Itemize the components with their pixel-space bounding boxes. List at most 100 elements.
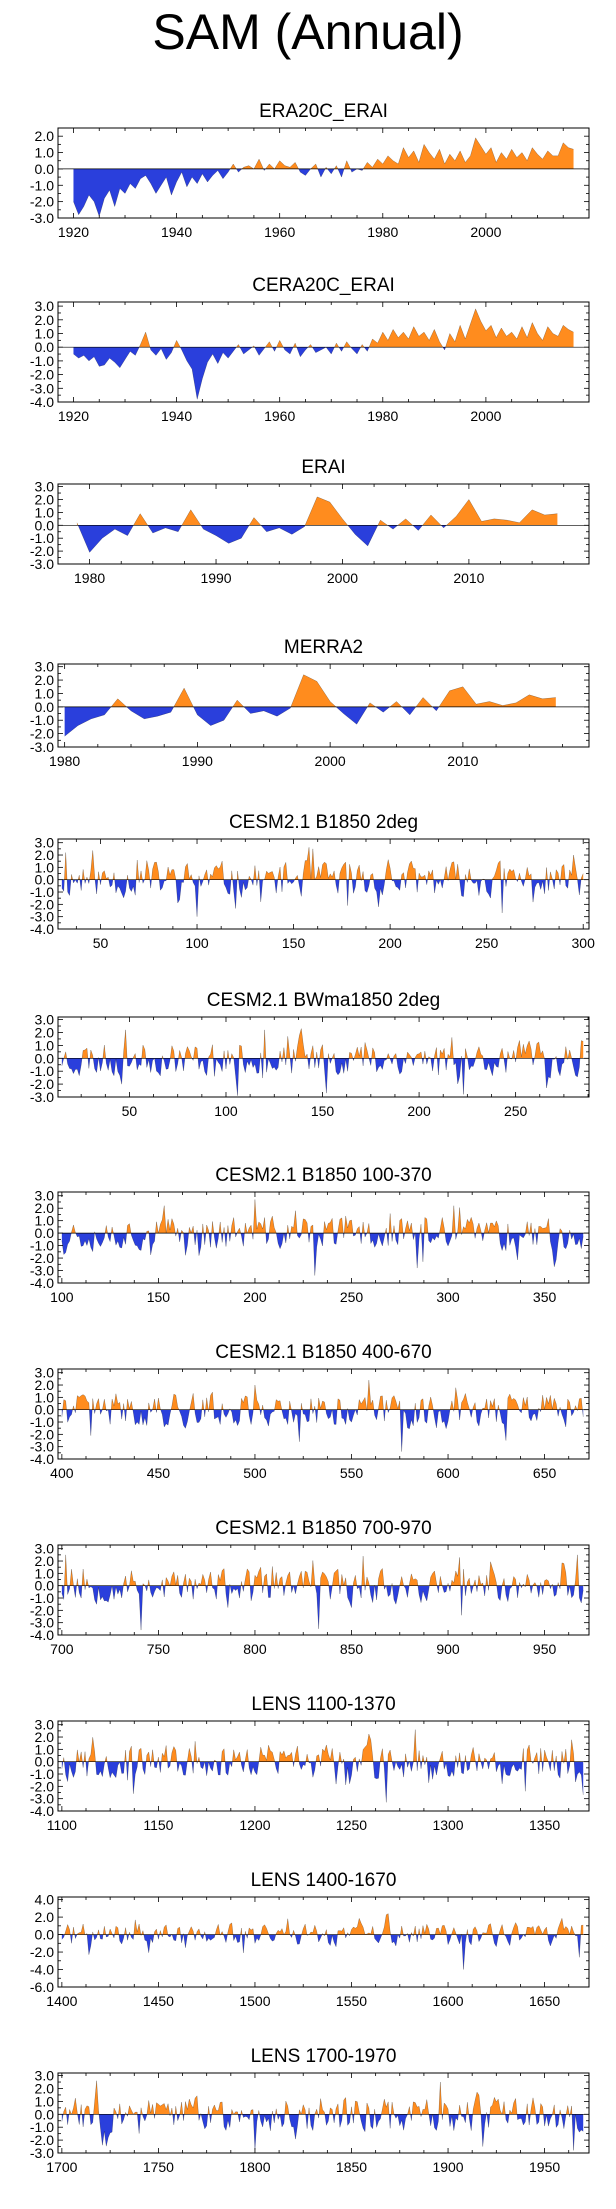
y-tick-label: -3.0 (30, 556, 54, 572)
y-tick-label: -3.0 (30, 2145, 54, 2161)
plot-frame (57, 1544, 590, 1636)
x-tick-label: 1900 (432, 2159, 463, 2175)
x-tick-label: 250 (504, 1103, 528, 1119)
y-tick-label: -3.0 (30, 909, 54, 925)
area-series (76, 496, 558, 553)
y-tick-label: 0.0 (35, 1927, 55, 1943)
y-tick-label: 1.0 (35, 2093, 55, 2109)
y-tick-label: -6.0 (30, 1979, 54, 1995)
area-series (61, 1380, 584, 1452)
y-tick-label: -3.0 (30, 1089, 54, 1105)
x-tick-label: 1850 (336, 2159, 367, 2175)
x-tick-label: 2000 (327, 570, 358, 586)
y-tick-label: 3.0 (35, 1012, 55, 1028)
y-tick-label: -2.0 (30, 1250, 54, 1266)
area-series (61, 1729, 584, 1803)
chart-panel: CESM2.1 B1850 700-970 3.02.01.00.0-1.0-2.… (30, 1518, 590, 1657)
x-tick-label: 1980 (74, 570, 105, 586)
positive-area (73, 137, 574, 169)
plot-frame (57, 2072, 590, 2154)
positive-area (64, 674, 556, 707)
series-line (61, 1199, 584, 1276)
y-tick-label: 2.0 (35, 1729, 55, 1745)
y-tick-label: -3.0 (30, 1439, 54, 1455)
x-tick-label: 1500 (239, 1993, 270, 2009)
x-tick-label: 200 (407, 1103, 431, 1119)
chart-panel: LENS 1700-19703.02.01.00.0-1.0-2.0-3.017… (30, 2046, 590, 2175)
y-tick-label: 2.0 (35, 491, 55, 507)
positive-area (61, 1913, 584, 1935)
chart-title: CESM2.1 BWma1850 2deg (207, 990, 440, 1011)
positive-area (61, 847, 584, 880)
x-tick-label: 100 (185, 935, 209, 951)
x-tick-label: 2010 (447, 753, 478, 769)
y-tick-label: -1.0 (30, 1063, 54, 1079)
negative-area (64, 706, 556, 737)
y-tick-label: -1.0 (30, 712, 54, 728)
y-tick-label: 2.0 (35, 847, 55, 863)
y-tick-label: 0.0 (35, 2106, 55, 2122)
positive-area (61, 1199, 584, 1234)
negative-area (73, 168, 574, 217)
plot-frame (57, 1191, 590, 1284)
y-tick-label: -1.0 (30, 2119, 54, 2135)
x-tick-label: 1750 (143, 2159, 174, 2175)
area-series (61, 1554, 584, 1631)
y-tick-label: 0.0 (35, 161, 55, 177)
plot-frame (57, 301, 590, 403)
x-tick-label: 1950 (529, 2159, 560, 2175)
y-tick-label: -2.0 (30, 896, 54, 912)
y-tick-label: 2.0 (35, 672, 55, 688)
x-tick-label: 550 (340, 1465, 364, 1481)
y-tick-label: -3.0 (30, 1263, 54, 1279)
positive-area (61, 2080, 584, 2115)
plot-frame (57, 1368, 590, 1460)
chart-title: CESM2.1 B1850 700-970 (215, 1518, 432, 1539)
y-tick-label: -1.0 (30, 530, 54, 546)
series-line (73, 137, 574, 217)
series-line (64, 674, 556, 737)
chart-panel: ERAI 3.02.01.00.0-1.0-2.0-3.0 1980 1990 2000… (30, 457, 590, 586)
y-tick-label: -1.0 (30, 1590, 54, 1606)
y-tick-label: 0.0 (35, 1225, 55, 1241)
area-series (64, 674, 556, 737)
area-series (61, 1913, 584, 1970)
x-tick-label: 250 (340, 1289, 364, 1305)
y-tick-label: -2.0 (30, 2132, 54, 2148)
x-tick-label: 1980 (367, 408, 398, 424)
y-tick-label: 3.0 (35, 2068, 55, 2084)
y-tick-label: 2.0 (35, 1377, 55, 1393)
x-tick-label: 300 (436, 1289, 460, 1305)
negative-area (61, 1233, 584, 1276)
x-tick-label: 100 (50, 1289, 74, 1305)
positive-area (76, 496, 558, 526)
y-tick-label: 2.0 (35, 1200, 55, 1216)
x-tick-label: 1980 (49, 753, 80, 769)
x-tick-label: 250 (475, 935, 499, 951)
x-tick-label: 150 (147, 1289, 171, 1305)
plot-frame (57, 127, 590, 219)
x-tick-label: 300 (572, 935, 596, 951)
chart-panel: CESM2.1 B1850 100-370 3.02.01.00.0-1.0-2.… (30, 1165, 590, 1305)
positive-area (61, 1554, 584, 1586)
y-tick-label: 2.0 (35, 1553, 55, 1569)
y-tick-label: 0.0 (35, 339, 55, 355)
negative-area (61, 1761, 584, 1803)
series-line (61, 2080, 584, 2151)
series-line (76, 496, 558, 553)
y-tick-label: -4.0 (30, 1803, 54, 1819)
negative-area (61, 1585, 584, 1631)
y-tick-label: -4.0 (30, 394, 54, 410)
chart-panel: CESM2.1 B1850 2deg 3.02.01.00.0-1.0-2.0-3… (30, 812, 595, 951)
area-series (61, 2080, 584, 2151)
series-line (73, 308, 574, 400)
x-tick-label: 1250 (336, 1817, 367, 1833)
x-tick-label: 1550 (336, 1993, 367, 2009)
area-series (73, 137, 574, 217)
series-line (61, 1028, 584, 1096)
y-tick-label: 3.0 (35, 1188, 55, 1204)
x-tick-label: 800 (243, 1641, 267, 1657)
